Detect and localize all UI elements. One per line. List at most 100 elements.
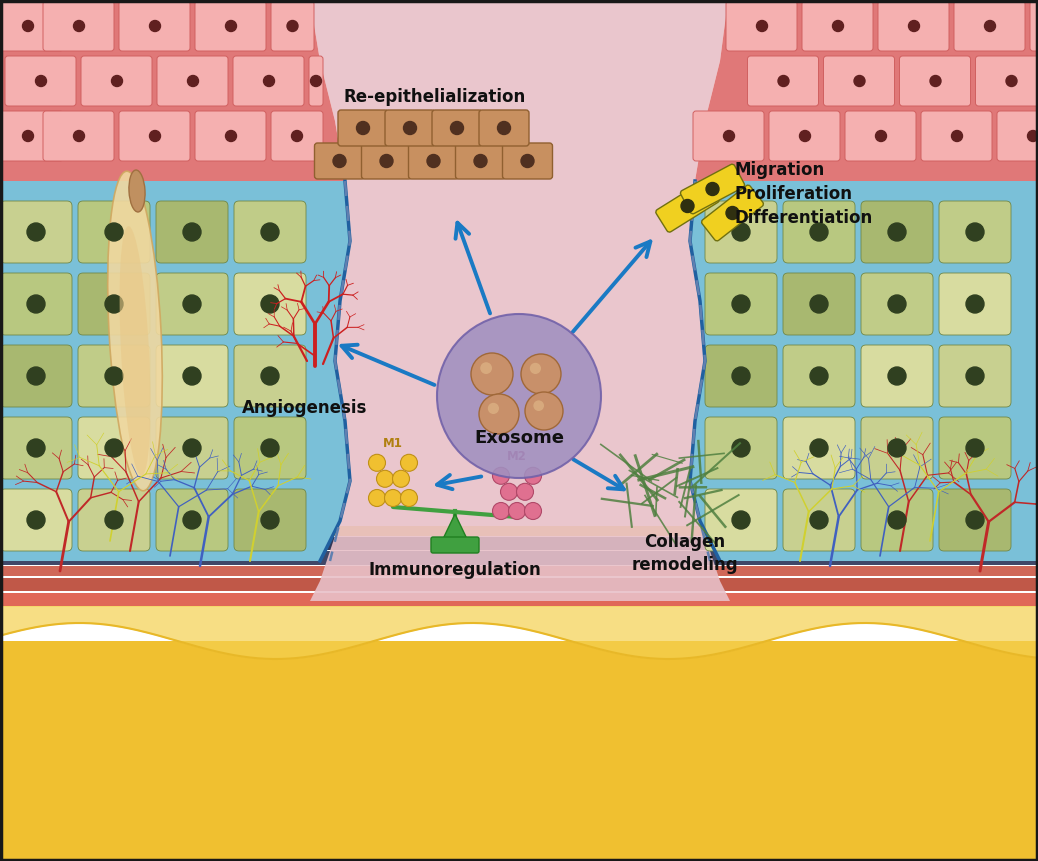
Circle shape [368, 490, 385, 506]
Ellipse shape [119, 226, 151, 476]
FancyBboxPatch shape [78, 273, 151, 335]
FancyBboxPatch shape [156, 489, 228, 551]
Circle shape [810, 511, 828, 529]
FancyBboxPatch shape [479, 110, 529, 146]
FancyBboxPatch shape [861, 345, 933, 407]
Circle shape [450, 121, 464, 134]
Text: Proliferation: Proliferation [735, 185, 853, 203]
Circle shape [1028, 131, 1038, 141]
FancyBboxPatch shape [656, 180, 719, 232]
Circle shape [887, 223, 906, 241]
Circle shape [264, 76, 274, 86]
Circle shape [404, 121, 416, 134]
FancyBboxPatch shape [156, 417, 228, 479]
Polygon shape [695, 0, 1038, 181]
FancyBboxPatch shape [502, 143, 552, 179]
Polygon shape [0, 641, 1038, 861]
Circle shape [105, 439, 122, 457]
FancyBboxPatch shape [861, 273, 933, 335]
FancyBboxPatch shape [783, 489, 855, 551]
Circle shape [149, 21, 161, 32]
Circle shape [492, 503, 510, 519]
Polygon shape [310, 0, 730, 601]
FancyBboxPatch shape [783, 345, 855, 407]
FancyBboxPatch shape [0, 111, 63, 161]
Circle shape [261, 223, 279, 241]
Circle shape [35, 76, 47, 86]
Circle shape [23, 21, 33, 32]
Circle shape [521, 354, 561, 394]
Text: Re-epithelialization: Re-epithelialization [344, 88, 526, 106]
Circle shape [105, 511, 122, 529]
FancyBboxPatch shape [783, 417, 855, 479]
Circle shape [732, 367, 750, 385]
FancyBboxPatch shape [431, 537, 479, 553]
Circle shape [854, 76, 865, 86]
FancyBboxPatch shape [157, 56, 228, 106]
FancyBboxPatch shape [976, 56, 1038, 106]
Circle shape [706, 183, 719, 195]
Circle shape [1006, 76, 1017, 86]
Circle shape [810, 367, 828, 385]
Text: Immunoregulation: Immunoregulation [368, 561, 542, 579]
FancyBboxPatch shape [195, 1, 266, 51]
FancyBboxPatch shape [861, 417, 933, 479]
Text: Angiogenesis: Angiogenesis [242, 399, 367, 417]
Circle shape [310, 76, 322, 86]
Circle shape [799, 131, 811, 141]
Text: M2: M2 [507, 450, 527, 463]
FancyBboxPatch shape [0, 1, 63, 51]
Circle shape [930, 76, 941, 86]
Polygon shape [0, 566, 1038, 576]
FancyBboxPatch shape [119, 111, 190, 161]
Polygon shape [0, 578, 1038, 591]
Circle shape [778, 76, 789, 86]
Circle shape [27, 223, 45, 241]
FancyBboxPatch shape [939, 345, 1011, 407]
FancyBboxPatch shape [234, 273, 306, 335]
Circle shape [887, 511, 906, 529]
Circle shape [517, 483, 534, 500]
Circle shape [726, 207, 739, 220]
FancyBboxPatch shape [385, 110, 435, 146]
FancyBboxPatch shape [921, 111, 992, 161]
FancyBboxPatch shape [705, 489, 777, 551]
Circle shape [27, 295, 45, 313]
Polygon shape [442, 514, 468, 541]
Circle shape [732, 295, 750, 313]
FancyBboxPatch shape [78, 345, 151, 407]
Circle shape [183, 511, 201, 529]
Polygon shape [0, 526, 1038, 536]
FancyBboxPatch shape [233, 56, 304, 106]
Circle shape [723, 131, 735, 141]
FancyBboxPatch shape [878, 1, 949, 51]
Circle shape [757, 21, 767, 32]
Circle shape [225, 21, 237, 32]
FancyBboxPatch shape [195, 111, 266, 161]
Circle shape [681, 200, 694, 213]
Circle shape [105, 223, 122, 241]
Circle shape [74, 21, 84, 32]
FancyBboxPatch shape [1030, 1, 1038, 51]
Circle shape [401, 490, 417, 506]
Circle shape [481, 362, 492, 374]
Circle shape [966, 295, 984, 313]
FancyBboxPatch shape [705, 345, 777, 407]
Circle shape [188, 76, 198, 86]
Text: M1: M1 [383, 437, 403, 450]
Polygon shape [0, 551, 1038, 565]
Circle shape [966, 223, 984, 241]
FancyBboxPatch shape [43, 1, 114, 51]
Circle shape [524, 468, 542, 484]
Circle shape [534, 400, 544, 411]
FancyBboxPatch shape [361, 143, 411, 179]
Circle shape [524, 503, 542, 519]
FancyBboxPatch shape [81, 56, 152, 106]
FancyBboxPatch shape [78, 201, 151, 263]
Circle shape [225, 131, 237, 141]
FancyBboxPatch shape [0, 345, 72, 407]
FancyBboxPatch shape [939, 201, 1011, 263]
Circle shape [966, 367, 984, 385]
Text: Collagen: Collagen [645, 533, 726, 551]
Circle shape [497, 121, 511, 134]
